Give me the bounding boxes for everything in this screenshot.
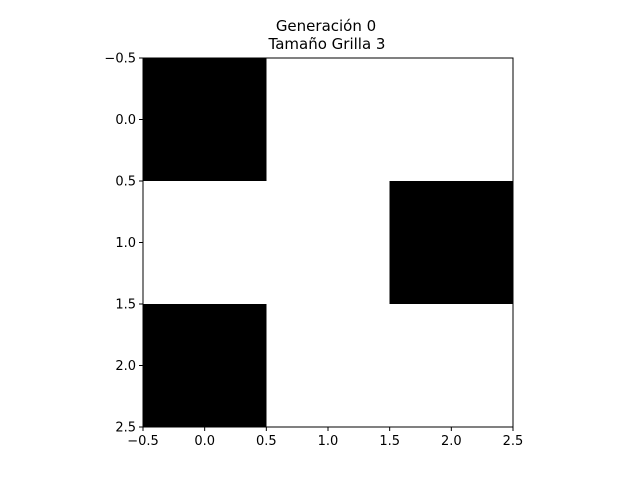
y-tick-label: 2.0 [115,359,136,374]
chart-subtitle: Tamaño Grilla 3 [268,35,386,53]
x-tick-label: −0.5 [127,434,159,449]
y-tick-label: 1.5 [115,298,136,313]
y-tick-label: 0.5 [115,175,136,190]
heatmap-cell-r0-c0 [143,58,267,181]
plot-area: −0.5 0.0 0.5 1.0 1.5 2.0 2.5−0.50.00.51.01.52.… [104,52,523,450]
x-tick-label: 2.5 [503,434,524,449]
y-tick-label: 2.5 [115,421,136,436]
x-tick-label: 1.0 [318,434,339,449]
heatmap-cell-r2-c1 [266,304,390,427]
heatmap-cell-r1-c2 [389,181,513,304]
heatmap-cell-r1-c1 [266,181,390,304]
x-tick-label: 0.5 [256,434,277,449]
y-tick-label: 1.0 [115,236,136,251]
x-tick-label: 2.0 [441,434,462,449]
x-tick-label: 0.0 [194,434,215,449]
heatmap-cell-r0-c2 [389,58,513,181]
y-tick-label: 0.0 [115,113,136,128]
heatmap-cell-r2-c0 [143,304,267,427]
y-tick-label: −0.5 [104,52,136,67]
heatmap-cell-r2-c2 [389,304,513,427]
chart-title: Generación 0 [276,17,376,35]
x-tick-label: 1.5 [379,434,400,449]
heatmap-cell-r1-c0 [143,181,267,304]
heatmap-cell-r0-c1 [266,58,390,181]
